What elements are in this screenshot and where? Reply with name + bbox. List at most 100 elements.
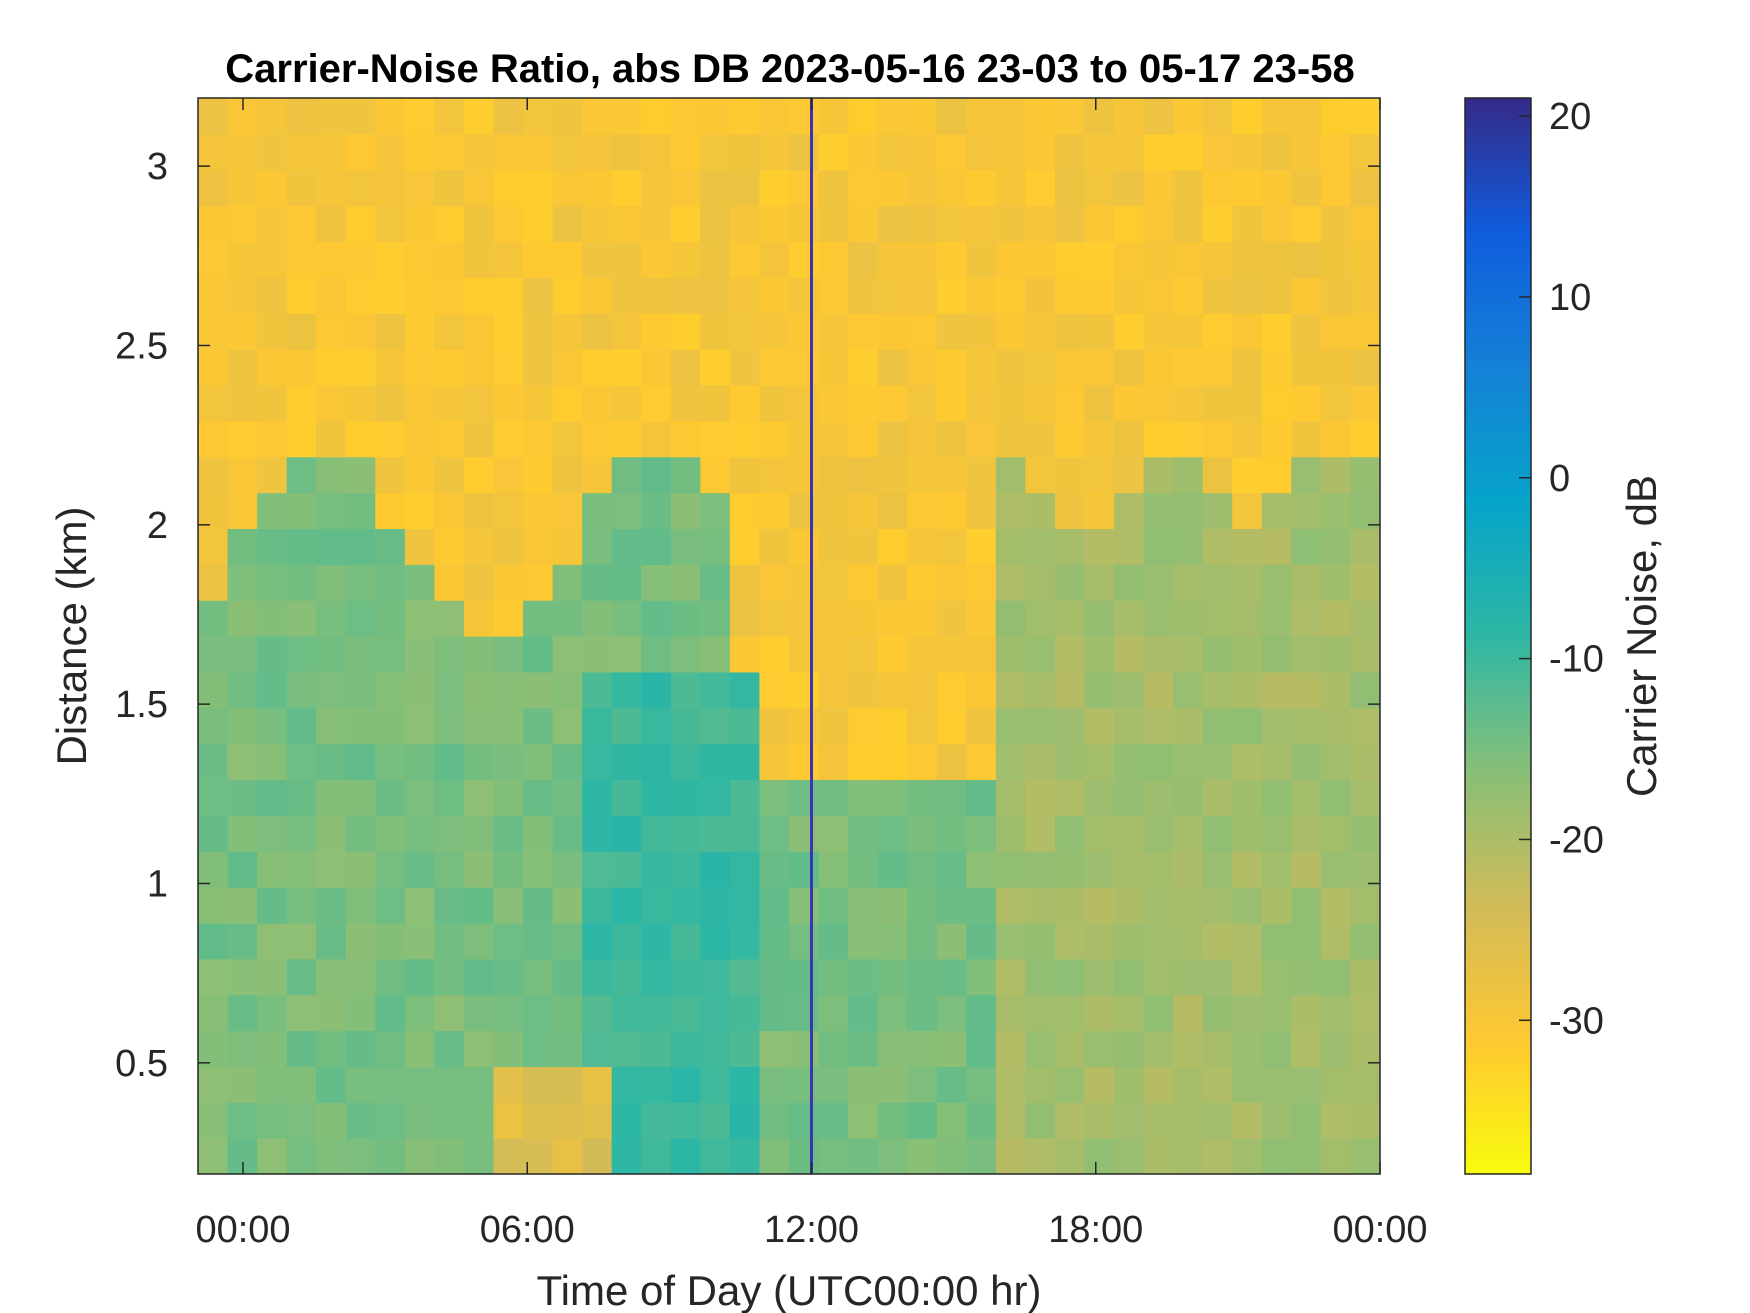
heatmap-cell <box>789 313 820 350</box>
heatmap-cell <box>523 779 554 816</box>
heatmap-cell <box>848 636 879 673</box>
heatmap-cell <box>493 671 524 709</box>
heatmap-cell <box>552 1138 583 1174</box>
heatmap-cell <box>818 169 849 207</box>
heatmap-cell <box>1261 492 1292 529</box>
heatmap-cell <box>552 492 583 529</box>
heatmap-cell <box>493 1030 524 1067</box>
heatmap-cell <box>523 994 554 1032</box>
heatmap-cell <box>552 815 583 852</box>
heatmap-cell <box>523 1102 554 1139</box>
heatmap-cell <box>1232 743 1263 781</box>
heatmap-cell <box>759 456 790 494</box>
heatmap-cell <box>345 1066 376 1103</box>
heatmap-cell <box>641 671 672 709</box>
heatmap-cell <box>1025 133 1056 171</box>
heatmap-cell <box>316 743 347 781</box>
heatmap-cell <box>907 384 938 422</box>
heatmap-cell <box>729 922 761 960</box>
heatmap-cell <box>995 779 1026 816</box>
heatmap-cell <box>552 922 583 960</box>
heatmap-cell <box>1232 241 1263 278</box>
heatmap-cell <box>1261 1102 1292 1139</box>
heatmap-cell <box>552 528 583 565</box>
heatmap-cell <box>1114 169 1145 207</box>
heatmap-cell <box>1202 1066 1233 1103</box>
heatmap-cell <box>907 133 938 171</box>
heatmap-cell <box>257 1066 288 1103</box>
heatmap-cell <box>818 636 849 673</box>
heatmap-cell <box>759 958 790 996</box>
heatmap-cell <box>995 636 1026 673</box>
heatmap-cell <box>198 241 229 278</box>
heatmap-cell <box>198 384 229 422</box>
heatmap-cell <box>463 1102 495 1139</box>
heatmap-cell <box>1173 420 1204 458</box>
heatmap-cell <box>936 1066 967 1103</box>
heatmap-cell <box>759 743 790 781</box>
heatmap-cell <box>729 313 761 350</box>
heatmap-cell <box>1261 169 1292 207</box>
heatmap-cell <box>227 133 258 171</box>
heatmap-cell <box>1084 922 1115 960</box>
heatmap-cell <box>1202 707 1233 745</box>
heatmap-cell <box>995 1066 1026 1103</box>
heatmap-cell <box>848 564 879 601</box>
heatmap-cell <box>611 384 642 422</box>
heatmap-cell <box>257 420 288 458</box>
heatmap-cell <box>877 133 908 171</box>
heatmap-cell <box>582 456 613 494</box>
heatmap-cell <box>1025 779 1056 816</box>
heatmap-cell <box>670 887 701 924</box>
heatmap-cell <box>1202 600 1233 637</box>
heatmap-cell <box>198 1030 229 1067</box>
heatmap-cell <box>198 600 229 637</box>
heatmap-cell <box>493 277 524 314</box>
heatmap-cell <box>1291 564 1322 601</box>
heatmap-cell <box>493 349 524 386</box>
heatmap-cell <box>582 887 613 924</box>
heatmap-cell <box>345 600 376 637</box>
heatmap-cell <box>257 600 288 637</box>
heatmap-cell <box>907 994 938 1032</box>
heatmap-cell <box>1320 384 1352 422</box>
heatmap-cell <box>463 636 495 673</box>
heatmap-cell <box>670 456 701 494</box>
heatmap-cell <box>877 169 908 207</box>
heatmap-cell <box>345 707 376 745</box>
heatmap-cell <box>789 169 820 207</box>
heatmap-cell <box>729 707 761 745</box>
heatmap-cell <box>1025 456 1056 494</box>
heatmap-cell <box>877 384 908 422</box>
heatmap-cell <box>759 1138 790 1174</box>
heatmap-cell <box>936 887 967 924</box>
heatmap-cell <box>995 671 1026 709</box>
heatmap-cell <box>345 994 376 1032</box>
heatmap-cell <box>995 133 1026 171</box>
heatmap-cell <box>523 492 554 529</box>
heatmap-cell <box>700 349 731 386</box>
heatmap-cell <box>1291 815 1322 852</box>
heatmap-cell <box>404 636 435 673</box>
heatmap-cell <box>877 1066 908 1103</box>
heatmap-cell <box>582 169 613 207</box>
heatmap-cell <box>848 743 879 781</box>
heatmap-cell <box>877 564 908 601</box>
heatmap-cell <box>1084 205 1115 243</box>
heatmap-cell <box>1232 1138 1263 1174</box>
heatmap-cell <box>1350 1102 1380 1139</box>
heatmap-cell <box>463 528 495 565</box>
heatmap-cell <box>1173 349 1204 386</box>
heatmap-cell <box>1084 779 1115 816</box>
heatmap-cell <box>641 133 672 171</box>
heatmap-cell <box>966 169 997 207</box>
heatmap-cell <box>907 98 938 135</box>
heatmap-cell <box>936 492 967 529</box>
heatmap-cell <box>1025 564 1056 601</box>
heatmap-cell <box>611 133 642 171</box>
heatmap-cell <box>789 98 820 135</box>
heatmap-cell <box>936 1138 967 1174</box>
y-tick-label: 0.5 <box>115 1043 168 1085</box>
heatmap-cell <box>286 384 317 422</box>
heatmap-cell <box>1114 779 1145 816</box>
